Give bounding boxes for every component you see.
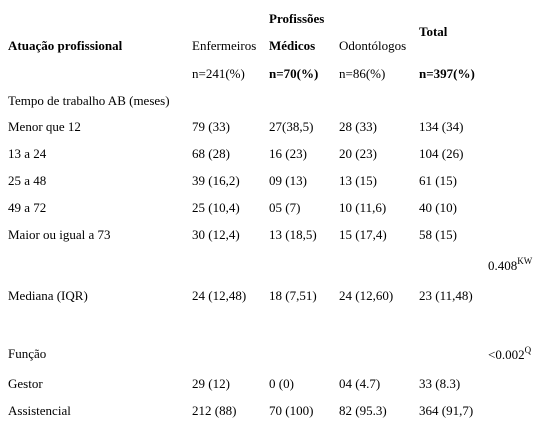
row-label: Menor que 12 xyxy=(8,119,81,134)
row-label: Assistencial xyxy=(8,403,71,418)
cell-medicos: 70 (100) xyxy=(269,403,314,418)
cell-enfermeiros: 25 (10,4) xyxy=(192,200,240,215)
cell-total: 134 (34) xyxy=(419,119,464,134)
row-label: 13 a 24 xyxy=(8,146,47,161)
cell-odontologos: 82 (95.3) xyxy=(339,403,387,418)
p-test-tempo: KW xyxy=(517,256,533,266)
cell-total: 40 (10) xyxy=(419,200,457,215)
cell-odontologos: 15 (17,4) xyxy=(339,227,387,242)
row-label: Maior ou igual a 73 xyxy=(8,227,111,242)
cell-odontologos: 13 (15) xyxy=(339,173,377,188)
cell-medicos: 18 (7,51) xyxy=(269,288,317,303)
count-total: n=397(%) xyxy=(419,66,475,81)
cell-total: 58 (15) xyxy=(419,227,457,242)
cell-medicos: 13 (18,5) xyxy=(269,227,317,242)
row-label: Gestor xyxy=(8,376,43,391)
col-header-medicos: Médicos xyxy=(269,38,316,53)
col-header-total: Total xyxy=(419,24,448,39)
cell-total: 104 (26) xyxy=(419,146,464,161)
row-label: 25 a 48 xyxy=(8,173,47,188)
p-test-funcao: Q xyxy=(524,345,532,355)
cell-medicos: 09 (13) xyxy=(269,173,307,188)
cell-enfermeiros: 24 (12,48) xyxy=(192,288,247,303)
cell-medicos: 16 (23) xyxy=(269,146,307,161)
cell-enfermeiros: 212 (88) xyxy=(192,403,237,418)
cell-enfermeiros: 39 (16,2) xyxy=(192,173,240,188)
cell-enfermeiros: 29 (12) xyxy=(192,376,230,391)
p-value-tempo: 0.408KW xyxy=(488,256,533,274)
col-header-odontologos: Odontólogos xyxy=(339,38,407,53)
cell-total: 23 (11,48) xyxy=(419,288,473,303)
cell-medicos: 27(38,5) xyxy=(269,119,314,134)
col-header-enfermeiros: Enfermeiros xyxy=(192,38,257,53)
section-title-tempo: Tempo de trabalho AB (meses) xyxy=(8,93,170,108)
cell-total: 33 (8.3) xyxy=(419,376,461,391)
cell-odontologos: 28 (33) xyxy=(339,119,377,134)
cell-odontologos: 10 (11,6) xyxy=(339,200,387,215)
row-label: 49 a 72 xyxy=(8,200,47,215)
cell-total: 364 (91,7) xyxy=(419,403,474,418)
cell-total: 61 (15) xyxy=(419,173,457,188)
cell-odontologos: 04 (4.7) xyxy=(339,376,381,391)
row-header: Atuação profissional xyxy=(8,38,123,53)
cell-odontologos: 20 (23) xyxy=(339,146,377,161)
section-title-funcao: Função xyxy=(8,346,47,361)
cell-medicos: 05 (7) xyxy=(269,200,301,215)
count-enfermeiros: n=241(%) xyxy=(192,66,245,81)
p-value-funcao: <0.002Q xyxy=(488,345,532,363)
cell-enfermeiros: 30 (12,4) xyxy=(192,227,240,242)
cell-medicos: 0 (0) xyxy=(269,376,294,391)
count-medicos: n=70(%) xyxy=(269,66,319,81)
group-header: Profissões xyxy=(269,11,325,26)
cell-enfermeiros: 79 (33) xyxy=(192,119,230,134)
cell-enfermeiros: 68 (28) xyxy=(192,146,230,161)
count-odontologos: n=86(%) xyxy=(339,66,386,81)
cell-odontologos: 24 (12,60) xyxy=(339,288,394,303)
row-label: Mediana (IQR) xyxy=(8,288,88,303)
